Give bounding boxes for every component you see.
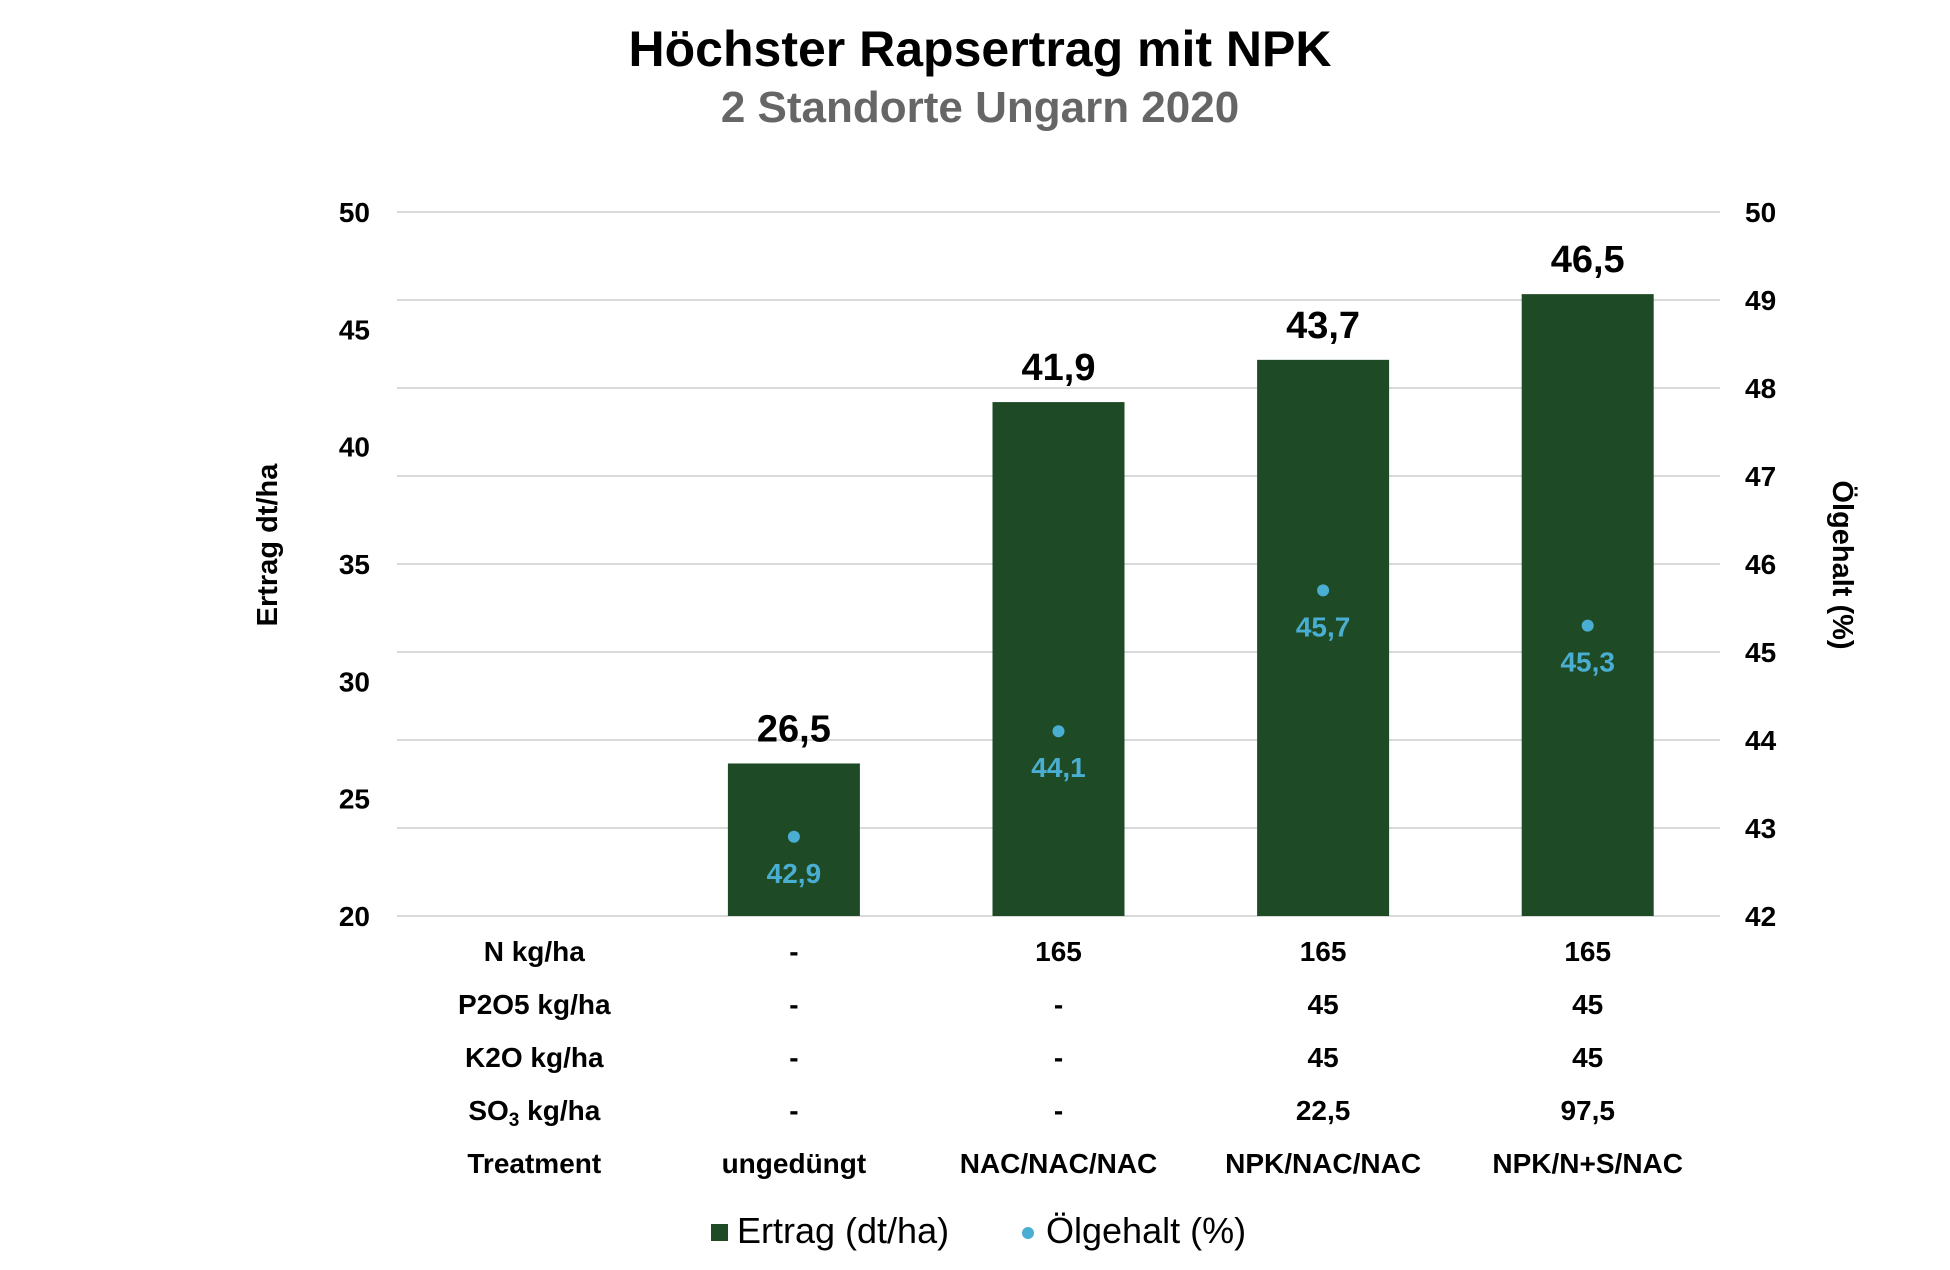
table-cell: 45 [1308,1042,1339,1073]
table-cell: - [789,936,798,967]
chart-title: Höchster Rapsertrag mit NPK [629,21,1332,77]
legend-bar-swatch [711,1224,728,1241]
table-row-label: N kg/ha [484,936,586,967]
y2-tick-label: 44 [1745,725,1777,756]
bar [992,402,1125,917]
y2-axis-label: Ölgehalt (%) [1826,480,1859,649]
table-row-label: Treatment [467,1148,601,1179]
y-tick-label: 30 [339,666,370,697]
table-cell: ungedüngt [722,1148,867,1179]
table-cell: 45 [1308,989,1339,1020]
oil-content-labels: 42,9 44,1 45,7 45,3 [767,611,1615,888]
y2-tick-label: 43 [1745,813,1776,844]
table-cell: NPK/N+S/NAC [1492,1148,1683,1179]
oil-content-point [1581,619,1594,632]
y2-tick-label: 45 [1745,637,1776,668]
oil-content-label: 45,7 [1296,611,1351,642]
bar-value-label: 43,7 [1286,305,1360,347]
oil-content-label: 44,1 [1031,752,1086,783]
table-row-label-unit: kg/ha [519,1095,600,1126]
bar-series [727,294,1654,917]
bar-value-label: 26,5 [757,708,831,750]
table-cell: - [1054,1042,1063,1073]
y-tick-label: 20 [339,901,370,932]
y2-tick-label: 42 [1745,901,1776,932]
oil-content-label: 42,9 [767,858,822,889]
table-cell: 45 [1572,1042,1603,1073]
y-tick-label: 35 [339,549,370,580]
y2-tick-label: 47 [1745,461,1776,492]
y-axis-label: Ertrag dt/ha [252,463,284,627]
y-tick-label: 40 [339,432,370,463]
table-row-label: K2O kg/ha [465,1042,604,1073]
bar [1257,359,1390,917]
chart-subtitle: 2 Standorte Ungarn 2020 [721,83,1239,132]
table-cell: - [1054,1095,1063,1126]
table-cell: 165 [1564,936,1611,967]
oil-content-point [787,830,800,843]
table-cell: 22,5 [1296,1095,1351,1126]
oil-content-label: 45,3 [1560,647,1615,678]
table-row-label-subscript: 3 [509,1110,520,1131]
table-cell: NPK/NAC/NAC [1225,1148,1421,1179]
y-tick-label: 25 [339,784,370,815]
bar-value-label: 41,9 [1022,347,1096,389]
table-cell: - [789,989,798,1020]
table-cell: NAC/NAC/NAC [960,1148,1158,1179]
data-table: N kg/ha - 165 165 165 P2O5 kg/ha - - 45 45 K2O kg/… [458,936,1683,1179]
y-tick-label: 45 [339,314,370,345]
y2-tick-label: 50 [1745,197,1776,228]
table-cell: - [1054,989,1063,1020]
oil-content-point [1052,725,1065,738]
table-row-label: P2O5 kg/ha [458,989,611,1020]
y2-tick-label: 49 [1745,285,1776,316]
bar-value-label: 46,5 [1551,239,1625,281]
table-cell: 97,5 [1560,1095,1615,1126]
table-cell: - [789,1095,798,1126]
oil-content-point [1317,584,1330,597]
bar [1521,294,1654,917]
legend: Ertrag (dt/ha) Ölgehalt (%) [711,1210,1246,1251]
right-axis: 50 49 48 47 46 45 44 43 42 [1745,197,1777,932]
table-cell: - [789,1042,798,1073]
legend-bar-label: Ertrag (dt/ha) [737,1210,949,1251]
y-tick-label: 50 [339,197,370,228]
table-cell: 45 [1572,989,1603,1020]
table-row-label: SO3 kg/ha [468,1095,600,1131]
oil-content-series [787,584,1594,843]
bar-value-labels: 26,5 41,9 43,7 46,5 [757,239,1625,750]
table-cell: 165 [1035,936,1082,967]
y2-tick-label: 48 [1745,373,1776,404]
left-axis: 50 45 40 35 30 25 20 [339,197,370,932]
y2-tick-label: 46 [1745,549,1776,580]
table-cell: 165 [1300,936,1347,967]
legend-dot-swatch [1022,1227,1034,1239]
legend-dot-label: Ölgehalt (%) [1046,1210,1246,1251]
